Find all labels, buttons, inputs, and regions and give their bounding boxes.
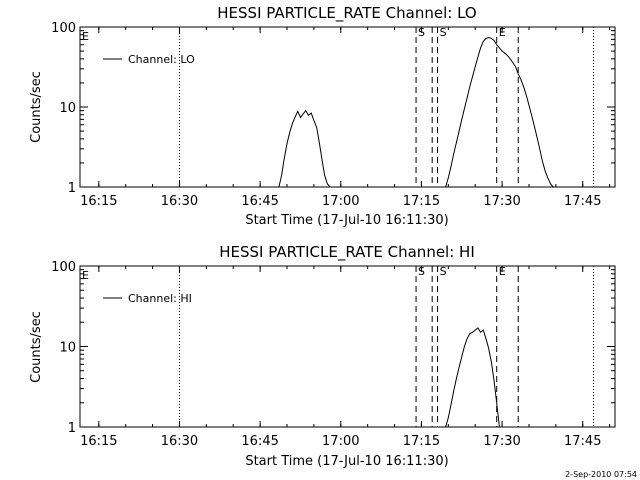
panel-lo-ticks: 16:15 16:30 16:45 17:00 17:15 17:30 17:45 1 10 10… bbox=[51, 21, 615, 209]
panel-lo-xtick-label-2: 16:45 bbox=[241, 194, 278, 209]
panel-hi-ytick-label-0: 1 bbox=[68, 421, 76, 436]
panel-lo-xtick-label-0: 16:15 bbox=[80, 194, 117, 209]
panel-hi-series bbox=[445, 327, 500, 428]
panel-lo-title: HESSI PARTICLE_RATE Channel: LO bbox=[217, 4, 476, 23]
panel-hi-plot-frame bbox=[79, 265, 616, 428]
panel-lo-series-0-segment-0 bbox=[278, 109, 331, 188]
panel-hi-legend-label: Channel: HI bbox=[128, 292, 192, 305]
panel-lo-plot-frame bbox=[79, 26, 616, 188]
panel-hi-corner-label: E bbox=[82, 269, 89, 282]
panel-lo-series-0-segment-1 bbox=[445, 36, 554, 188]
panel-lo-ytick-label-2: 100 bbox=[51, 21, 76, 36]
panel-hi-series-0-segment-0 bbox=[445, 327, 500, 428]
panel-hi-title: HESSI PARTICLE_RATE Channel: HI bbox=[219, 243, 475, 262]
panel-lo-ylabel: Counts/sec bbox=[29, 71, 44, 143]
panel-hi-markers: SSE bbox=[178, 265, 594, 427]
panel-lo-xtick-label-5: 17:30 bbox=[483, 194, 520, 209]
panel-hi-xtick-label-2: 16:45 bbox=[241, 434, 278, 449]
panel-hi-marker-label-4: S bbox=[440, 265, 447, 278]
panel-hi: HESSI PARTICLE_RATE Channel: HI Counts/s… bbox=[29, 243, 616, 469]
panel-lo-markers: SSE bbox=[178, 26, 594, 187]
panel-lo-ytick-label-0: 1 bbox=[68, 181, 76, 196]
panel-lo: HESSI PARTICLE_RATE Channel: LO Counts/s… bbox=[29, 4, 616, 228]
panel-hi-ytick-label-2: 100 bbox=[51, 260, 76, 275]
panel-lo-corner-label: E bbox=[82, 30, 89, 43]
panel-lo-legend-label: Channel: LO bbox=[128, 53, 195, 66]
panel-hi-legend: Channel: HI bbox=[103, 292, 192, 305]
panel-lo-marker-label-4: S bbox=[440, 26, 447, 39]
panel-hi-xtick-label-3: 17:00 bbox=[322, 434, 359, 449]
panel-hi-xtick-label-1: 16:30 bbox=[161, 434, 198, 449]
panel-lo-ytick-label-1: 10 bbox=[59, 101, 76, 116]
panel-hi-xlabel: Start Time (17-Jul-10 16:11:30) bbox=[245, 454, 448, 469]
panel-hi-xtick-label-6: 17:45 bbox=[564, 434, 601, 449]
panel-lo-legend: Channel: LO bbox=[103, 53, 195, 66]
panel-hi-ticks: 16:15 16:30 16:45 17:00 17:15 17:30 17:45 1 10 10… bbox=[51, 260, 615, 449]
panel-hi-xtick-label-4: 17:15 bbox=[403, 434, 440, 449]
panel-lo-xtick-label-1: 16:30 bbox=[161, 194, 198, 209]
panel-lo-xtick-label-4: 17:15 bbox=[403, 194, 440, 209]
panel-hi-xtick-label-5: 17:30 bbox=[483, 434, 520, 449]
panel-hi-ylabel: Counts/sec bbox=[29, 311, 44, 383]
panel-lo-xtick-label-6: 17:45 bbox=[564, 194, 601, 209]
panel-lo-xtick-label-3: 17:00 bbox=[322, 194, 359, 209]
panel-lo-xlabel: Start Time (17-Jul-10 16:11:30) bbox=[245, 213, 448, 228]
panel-lo-series bbox=[278, 36, 554, 188]
panel-hi-ytick-label-1: 10 bbox=[59, 341, 76, 356]
footer-timestamp: 2-Sep-2010 07:54 bbox=[565, 470, 637, 479]
panel-hi-xtick-label-0: 16:15 bbox=[80, 434, 117, 449]
